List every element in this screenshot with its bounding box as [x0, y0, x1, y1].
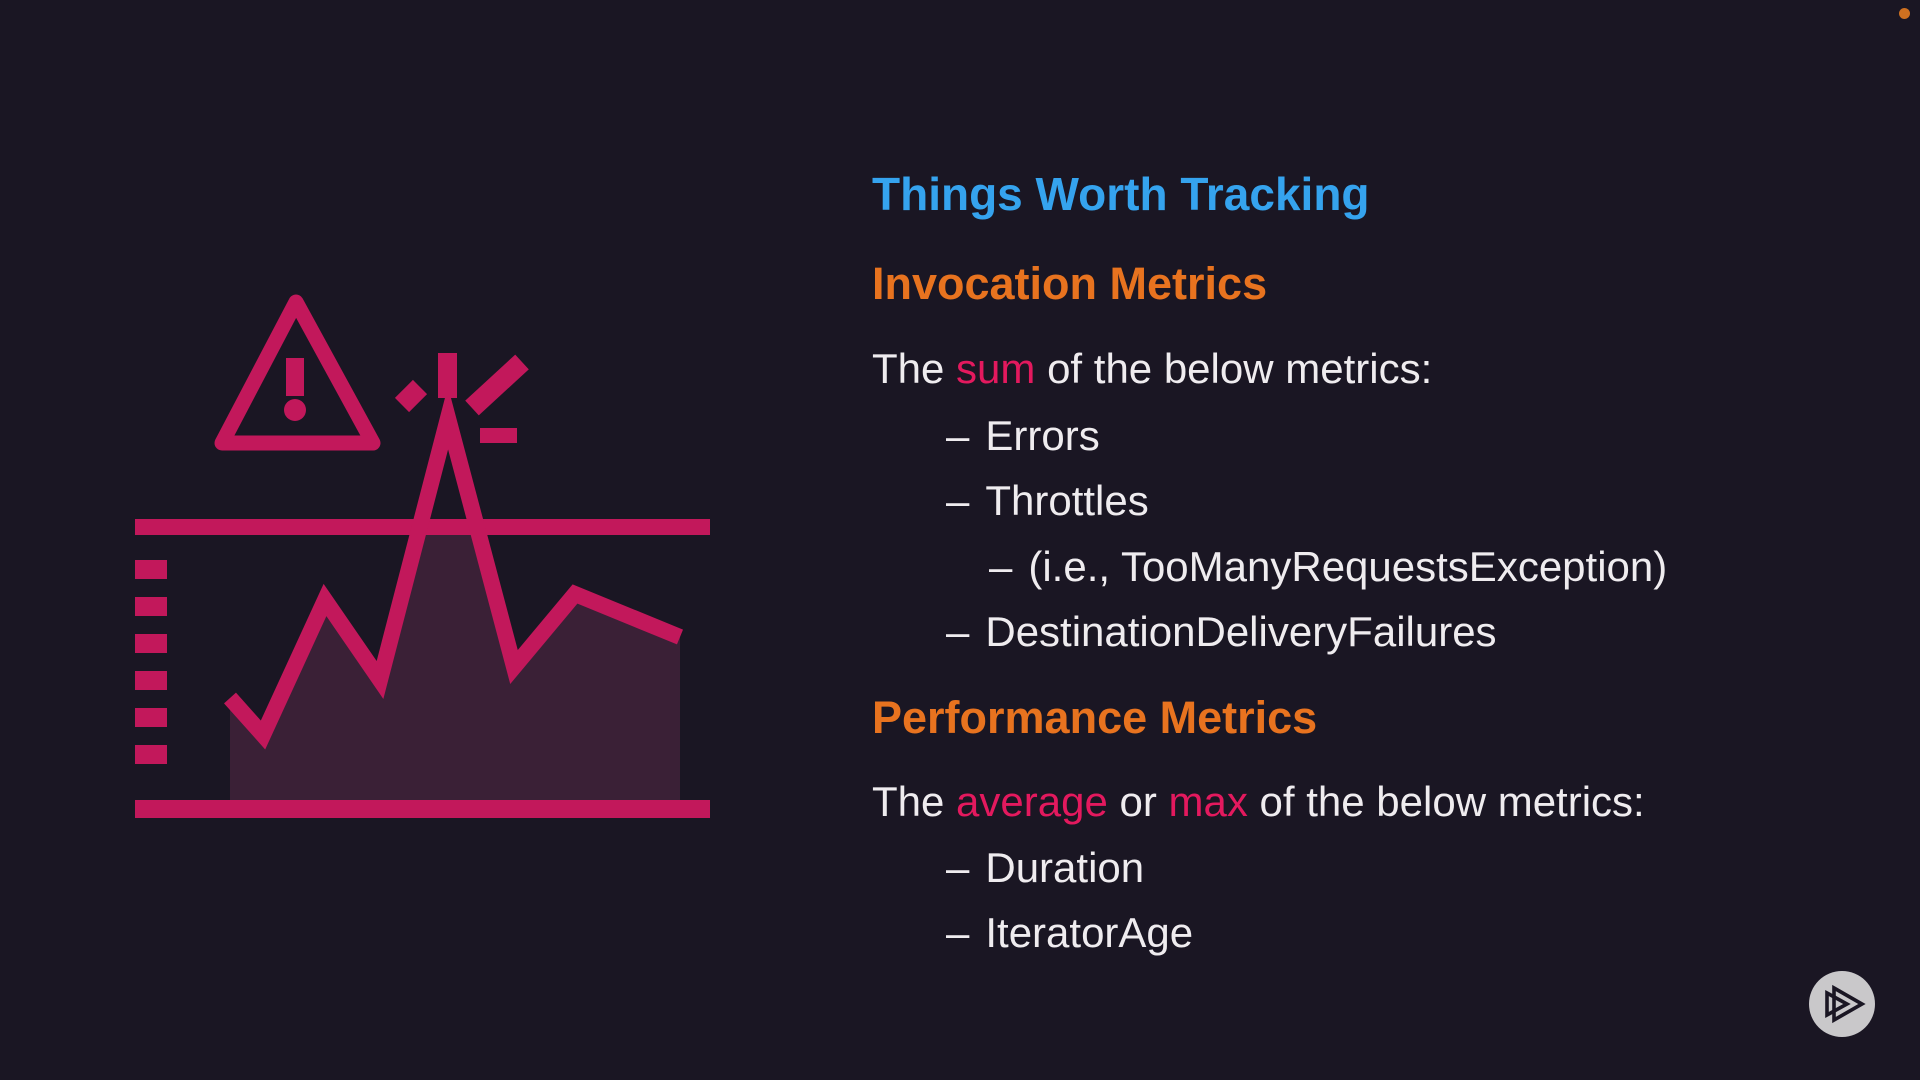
chart-area-fill: [230, 527, 680, 805]
section-heading-invocation-metrics: Invocation Metrics: [872, 258, 1268, 309]
warning-triangle-icon: [214, 294, 381, 451]
list-item-throttles: – Throttles: [872, 477, 1149, 525]
metrics-chart-illustration: [135, 294, 710, 818]
chart-bottom-rule: [135, 800, 710, 818]
bullet-dash: –: [989, 543, 1013, 590]
list-item-label: Throttles: [985, 477, 1149, 524]
bullet-dash: –: [946, 608, 970, 655]
list-item-errors: – Errors: [872, 412, 1100, 460]
list-item-duration: – Duration: [872, 844, 1144, 892]
pluralsight-logo: [1809, 971, 1875, 1037]
bullet-dash: –: [946, 844, 970, 891]
intro-text-segment: of the below metrics:: [1035, 345, 1433, 392]
bullet-dash: –: [946, 909, 970, 956]
spiking-line-chart-icon: [224, 386, 684, 750]
list-item-destinationdeliveryfailures: – DestinationDeliveryFailures: [872, 608, 1497, 656]
bullet-dash: –: [946, 412, 970, 459]
intro-text-segment: The: [872, 778, 957, 825]
recording-indicator-dot: [1899, 8, 1910, 19]
highlight-max: max: [1168, 778, 1248, 825]
performance-intro-text: The average or max of the below metrics:: [872, 778, 1645, 826]
invocation-intro-text: The sum of the below metrics:: [872, 345, 1432, 393]
list-item-label: DestinationDeliveryFailures: [985, 608, 1497, 655]
section-heading-performance-metrics: Performance Metrics: [872, 692, 1318, 743]
intro-text-segment: or: [1107, 778, 1169, 825]
highlight-average: average: [956, 778, 1108, 825]
list-item-label: Errors: [985, 412, 1100, 459]
slide-content: Things Worth Tracking Invocation Metrics…: [872, 0, 1882, 1080]
slide-title: Things Worth Tracking: [872, 168, 1370, 220]
list-item-iteratorage: – IteratorAge: [872, 909, 1193, 957]
highlight-sum: sum: [956, 345, 1036, 392]
intro-text-segment: of the below metrics:: [1247, 778, 1645, 825]
list-item-label: IteratorAge: [985, 909, 1194, 956]
list-item-label: (i.e., TooManyRequestsException): [1028, 543, 1668, 590]
bullet-dash: –: [946, 477, 970, 524]
intro-text-segment: The: [872, 345, 957, 392]
chart-dashed-axis: [135, 560, 167, 764]
play-icon: [1825, 984, 1866, 1024]
list-item-label: Duration: [985, 844, 1145, 891]
spike-burst-icon: [394, 353, 529, 443]
list-item-toomanyrequestsexception: – (i.e., TooManyRequestsException): [872, 543, 1667, 591]
